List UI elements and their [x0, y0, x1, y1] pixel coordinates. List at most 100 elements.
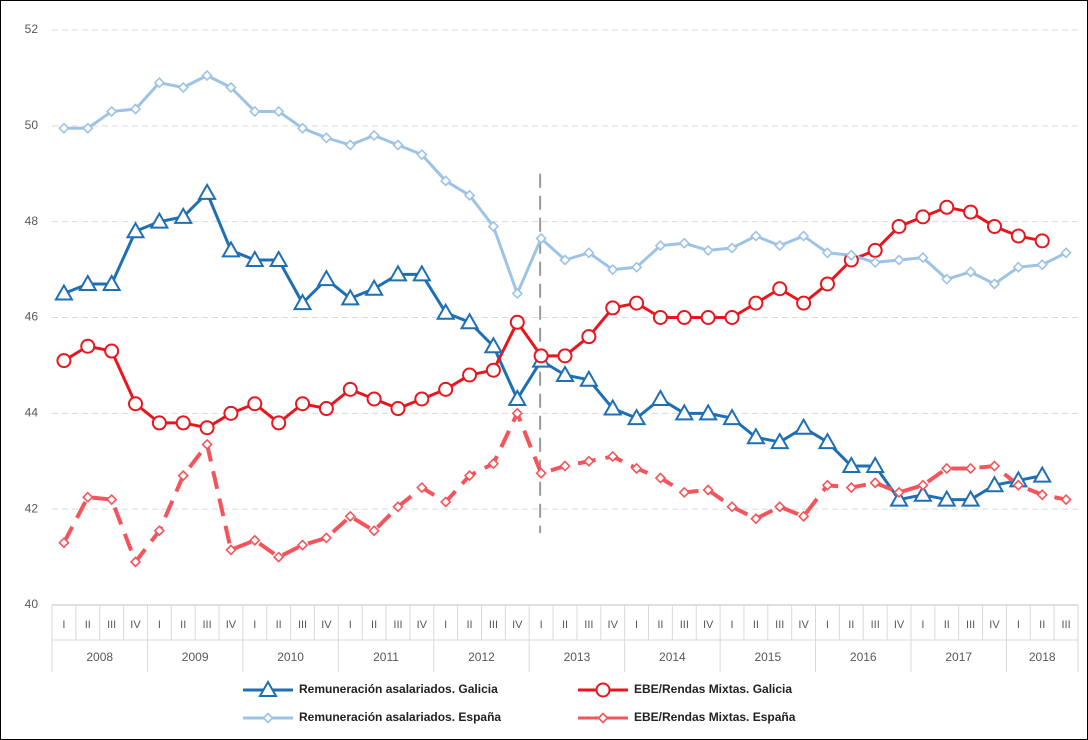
point [597, 712, 609, 724]
point [817, 432, 838, 450]
point [583, 455, 595, 467]
series-lines [54, 69, 1072, 568]
point [316, 269, 337, 287]
point [774, 501, 786, 513]
point [225, 81, 237, 94]
legend-label: EBE/Rendas Mixtas. Galicia [634, 682, 792, 696]
point [702, 244, 714, 257]
point [986, 218, 1002, 234]
point [797, 230, 810, 242]
point [416, 148, 428, 161]
point [58, 537, 70, 549]
point [917, 479, 929, 491]
point [772, 281, 788, 297]
point [295, 396, 311, 412]
x-tick-label: II [944, 619, 950, 631]
y-tick-label: 52 [25, 22, 39, 36]
x-tick-label: IV [989, 619, 1000, 631]
point [678, 237, 690, 249]
point [225, 544, 237, 556]
point [941, 462, 953, 475]
x-axis: I II III IV I II III IV I II III IV I II III IV I II III IV… [51, 604, 1079, 672]
point [438, 381, 454, 397]
point [893, 486, 905, 499]
point [342, 381, 358, 397]
point [964, 462, 977, 475]
x-tick-label: I [349, 619, 352, 631]
point [344, 139, 356, 151]
point [1034, 233, 1050, 249]
y-tick-label: 44 [25, 406, 39, 420]
year-label: 2014 [659, 650, 686, 664]
x-tick-label: IV [130, 619, 141, 631]
year-label: 2015 [754, 650, 781, 664]
x-tick-label: III [298, 619, 307, 631]
point [937, 489, 957, 507]
point [392, 139, 404, 151]
y-tick-label: 40 [25, 597, 39, 611]
x-tick-label: III [489, 619, 498, 631]
point [796, 295, 812, 311]
point [462, 367, 478, 383]
point [702, 484, 714, 496]
point [247, 396, 263, 412]
point [101, 273, 122, 291]
point [82, 122, 94, 134]
y-tick-label: 42 [25, 501, 39, 515]
point [726, 242, 738, 254]
point [678, 486, 690, 499]
point [869, 477, 881, 489]
point [583, 247, 595, 259]
point [390, 401, 406, 417]
point [223, 405, 239, 421]
point [869, 256, 881, 269]
point [557, 348, 573, 364]
x-tick-label: IV [512, 619, 523, 631]
year-label: 2010 [277, 650, 304, 664]
year-label: 2008 [86, 650, 113, 664]
point [80, 338, 96, 354]
point [388, 264, 408, 282]
point [58, 122, 70, 134]
point [533, 348, 549, 364]
x-tick-label: II [180, 619, 186, 631]
point [1060, 247, 1072, 259]
point [463, 189, 476, 201]
point [197, 182, 217, 200]
x-tick-label: III [107, 619, 116, 631]
x-tick-label: I [444, 619, 447, 631]
point [988, 460, 1001, 472]
point [82, 491, 94, 503]
point [509, 314, 525, 330]
point [106, 105, 118, 118]
point [151, 415, 167, 431]
point [511, 287, 523, 300]
point [416, 481, 428, 494]
point [412, 264, 432, 282]
x-tick-label: IV [226, 619, 237, 631]
point [106, 493, 118, 506]
point [177, 469, 189, 482]
point [1036, 259, 1048, 271]
x-tick-label: II [466, 619, 472, 631]
y-tick-label: 46 [25, 310, 39, 324]
point [440, 175, 452, 187]
x-tick-label: III [1061, 619, 1070, 631]
point [1012, 261, 1024, 273]
point [652, 310, 668, 325]
x-tick-label: II [753, 619, 759, 631]
point [654, 239, 667, 252]
x-tick-label: I [253, 619, 256, 631]
point [249, 534, 261, 546]
point [581, 329, 597, 345]
point [1010, 228, 1026, 244]
point [535, 467, 547, 479]
point [630, 261, 643, 273]
point [1012, 479, 1024, 491]
point [917, 251, 929, 264]
point [607, 450, 619, 463]
point [511, 407, 523, 419]
x-tick-label: III [393, 619, 402, 631]
point [245, 249, 265, 267]
point [320, 132, 333, 144]
